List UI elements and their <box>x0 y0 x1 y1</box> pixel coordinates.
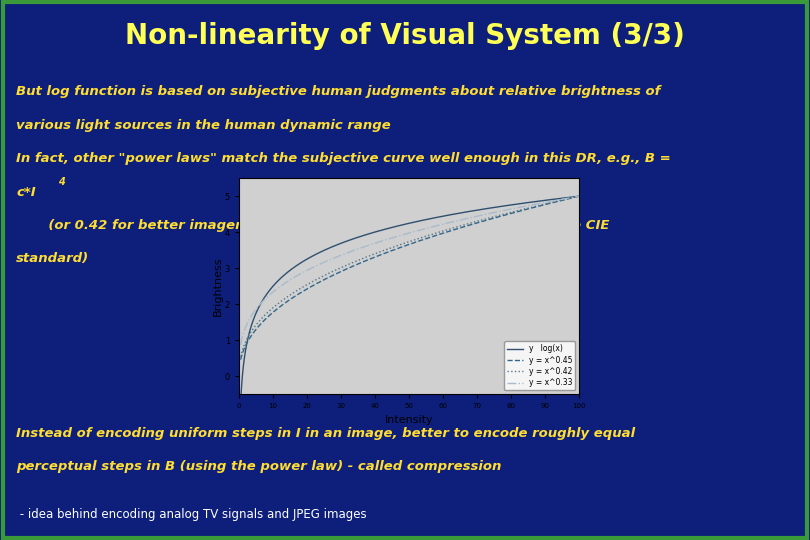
y = x^0.45 <box>253 324 262 330</box>
Text: (or 0.42 for better imagery in a dark room or .33 (the value used in the CIE: (or 0.42 for better imagery in a dark ro… <box>16 219 609 232</box>
y = x^0.42 <box>565 195 574 201</box>
Text: c*I: c*I <box>16 186 36 199</box>
y = x^0.45 <box>502 211 512 218</box>
y = x^0.45 <box>236 356 245 363</box>
y = x^0.33 <box>574 193 584 199</box>
Text: But log function is based on subjective human judgments about relative brightnes: But log function is based on subjective … <box>16 85 660 98</box>
y   log(x) <box>253 306 262 312</box>
y   log(x) <box>400 221 410 227</box>
y = x^0.33 <box>400 231 410 237</box>
y = x^0.42 <box>574 193 584 199</box>
y   log(x) <box>565 194 574 200</box>
Line: y   log(x): y log(x) <box>241 196 579 403</box>
Text: In fact, other "power laws" match the subjective curve well enough in this DR, e: In fact, other "power laws" match the su… <box>16 152 671 165</box>
y = x^0.42 <box>502 210 512 217</box>
y = x^0.42 <box>400 240 410 246</box>
y = x^0.33 <box>565 195 574 201</box>
y   log(x) <box>574 193 584 199</box>
Text: 4: 4 <box>58 177 65 187</box>
y = x^0.33 <box>502 206 512 213</box>
Line: y = x^0.42: y = x^0.42 <box>241 196 579 357</box>
y = x^0.42 <box>236 354 245 360</box>
y = x^0.33 <box>253 303 262 310</box>
y = x^0.42 <box>565 195 574 201</box>
Line: y = x^0.33: y = x^0.33 <box>241 196 579 345</box>
y = x^0.42 <box>391 243 401 249</box>
Line: y = x^0.45: y = x^0.45 <box>241 196 579 360</box>
Text: various light sources in the human dynamic range: various light sources in the human dynam… <box>16 119 390 132</box>
y = x^0.45 <box>400 242 410 249</box>
Text: standard): standard) <box>16 252 89 265</box>
y = x^0.45 <box>391 246 401 252</box>
y   log(x) <box>502 202 512 209</box>
Text: - idea behind encoding analog TV signals and JPEG images: - idea behind encoding analog TV signals… <box>16 508 367 521</box>
y = x^0.45 <box>565 195 574 202</box>
y = x^0.45 <box>565 195 574 202</box>
Text: perceptual steps in B (using the power law) - called compression: perceptual steps in B (using the power l… <box>16 460 501 473</box>
y   log(x) <box>236 400 245 407</box>
y = x^0.45 <box>574 193 584 199</box>
Text: Non-linearity of Visual System (3/3): Non-linearity of Visual System (3/3) <box>125 22 685 50</box>
y = x^0.33 <box>236 342 245 348</box>
y = x^0.33 <box>391 233 401 240</box>
Y-axis label: Brightness: Brightness <box>213 256 224 316</box>
Text: Instead of encoding uniform steps in I in an image, better to encode roughly equ: Instead of encoding uniform steps in I i… <box>16 427 635 440</box>
X-axis label: Intensity: Intensity <box>385 415 433 425</box>
y = x^0.42 <box>253 319 262 326</box>
y   log(x) <box>565 194 574 200</box>
Legend: y   log(x), y = x^0.45, y = x^0.42, y = x^0.33: y log(x), y = x^0.45, y = x^0.42, y = x^… <box>505 341 575 390</box>
y = x^0.33 <box>565 195 574 201</box>
y   log(x) <box>391 223 401 230</box>
